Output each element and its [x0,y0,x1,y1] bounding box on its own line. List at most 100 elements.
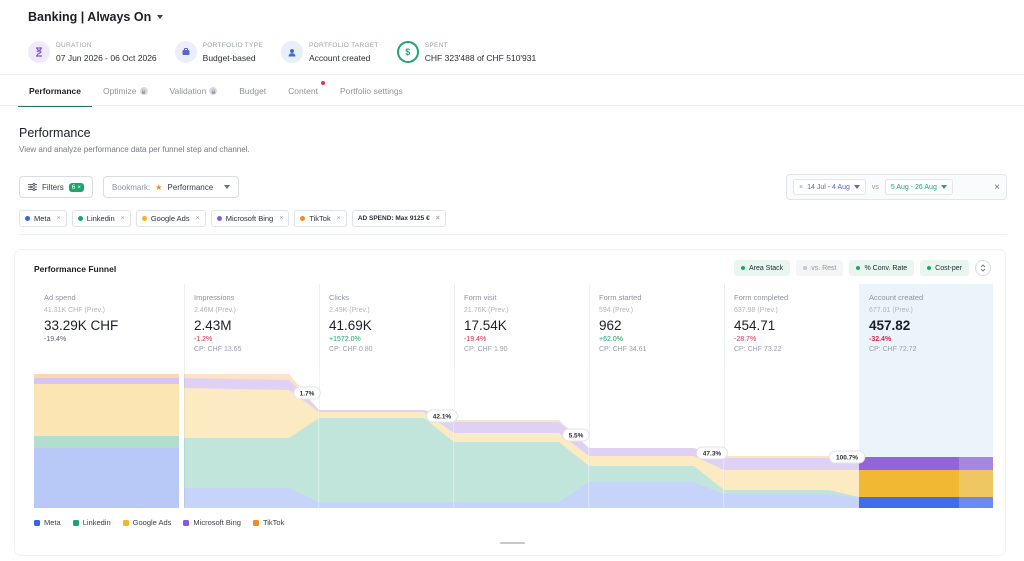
filters-count-badge: 6 × [68,182,85,192]
bookmark-label: Bookmark: [112,182,151,192]
close-icon[interactable]: × [994,181,1000,193]
toggle-vs-rest[interactable]: vs. Rest [796,260,844,276]
step-value: 2.43M [194,318,232,333]
toggle-dot [740,266,745,270]
meta-duration: Duration 07 Jun 2026 - 06 Oct 2026 [28,40,157,63]
remove-icon[interactable]: × [336,215,341,222]
column-divider [589,284,590,508]
toggle-cost-per[interactable]: Cost-per [920,260,969,276]
meta-label: Portfolio type [202,42,263,49]
section-subtitle: View and analyze performance data per fu… [19,145,250,154]
legend-swatch [72,519,79,526]
step-value: 41.69K [329,318,372,333]
lock-icon [139,87,148,95]
dollar-icon: $ [396,41,419,63]
step-delta: -19.4% [464,336,487,343]
chip-linkedin[interactable]: Linkedin × [71,210,131,227]
step-cost-per: CP: CHF 13.65 [194,346,242,353]
tab-performance[interactable]: Performance [18,76,92,107]
chip-label: Linkedin [86,214,115,223]
portfolio-selector[interactable]: Banking | Always On [28,10,164,24]
tab-content[interactable]: Content [277,76,329,106]
step-previous: 2.49K (Prev.) [329,307,370,314]
funnel-step-form-completed: Form completed 637.98 (Prev.) 454.71 -28.7%… [724,284,859,508]
step-previous: 2.46M (Prev.) [194,307,236,314]
vs-label: vs [871,183,879,191]
remove-icon[interactable]: × [435,215,440,222]
step-name: Form visit [464,293,497,302]
legend-item-meta[interactable]: Meta [34,518,61,527]
chip-ad-spend[interactable]: AD SPEND: Max 9125 € × [351,210,446,227]
meta-value: Budget-based [202,53,256,63]
portfolio-icon [174,41,197,63]
step-cost-per: CP: CHF 0.80 [329,346,373,353]
step-name: Form completed [734,293,789,302]
remove-icon[interactable]: × [279,215,284,222]
tab-label: Optimize [102,86,137,96]
bookmark-value: Performance [167,182,214,192]
scroll-handle[interactable] [500,542,525,544]
remove-icon[interactable]: × [120,215,125,222]
step-cost-per: CP: CHF 72.72 [869,346,917,353]
tab-optimize[interactable]: Optimize [92,76,159,106]
step-cost-per: CP: CHF 73.22 [734,346,782,353]
chip-meta[interactable]: Meta × [19,210,67,227]
step-delta: -32.4% [869,336,892,343]
legend-item-microsoft-bing[interactable]: Microsoft Bing [183,518,241,527]
chevron-down-icon [224,185,231,189]
meta-label: Spent [424,42,448,49]
chip-tiktok[interactable]: TikTok × [294,210,347,227]
primary-date-range[interactable]: × 14 Jul - 4 Aug [793,179,866,195]
legend-label: TikTok [262,518,285,527]
header: Banking | Always On Duration 07 Jun 2026 … [0,0,1024,75]
tab-validation[interactable]: Validation [159,76,229,106]
compare-date-range[interactable]: 5 Aug - 26 Aug [884,179,953,195]
tab-label: Content [288,86,318,96]
notification-dot [320,81,325,85]
legend-label: Meta [44,518,61,527]
tab-label: Portfolio settings [339,86,403,96]
lock-icon [209,87,218,95]
remove-icon[interactable]: × [56,215,61,222]
legend-swatch [183,519,190,526]
filters-button[interactable]: Filters 6 × [19,176,94,198]
step-name: Ad spend [44,293,76,302]
toggle-label: Cost-per [935,264,962,272]
meta-label: Portfolio target [308,42,379,49]
remove-icon[interactable]: × [195,215,200,222]
filters-count: 6 [71,183,76,191]
expand-button[interactable] [975,260,991,276]
compare-date-value: 5 Aug - 26 Aug [890,183,937,191]
legend-item-google-ads[interactable]: Google Ads [122,518,171,527]
step-value: 17.54K [464,318,507,333]
funnel-step-account-created: Account created 677.01 (Prev.) 457.82 -32.4… [859,284,993,508]
tab-budget[interactable]: Budget [228,76,277,106]
step-value: 454.71 [734,318,776,333]
meta-value: CHF 323'488 of CHF 510'931 [424,53,537,63]
toggle-label: % Conv. Rate [864,264,908,272]
step-name: Impressions [194,293,235,302]
primary-date-value: 14 Jul - 4 Aug [807,183,850,191]
star-icon: ★ [155,182,163,192]
chip-microsoft-bing[interactable]: Microsoft Bing × [210,210,290,227]
step-name: Clicks [329,293,349,302]
divider [19,234,1007,235]
legend-label: Microsoft Bing [193,518,241,527]
step-value: 457.82 [869,318,911,333]
clear-icon[interactable]: × [799,183,804,191]
bing-icon [216,216,222,221]
legend-swatch [34,519,40,526]
funnel-step-ad-spend: Ad spend 41.31K CHF (Prev.) 33.29K CHF -19.… [34,284,184,508]
legend-item-linkedin[interactable]: Linkedin [72,518,111,527]
date-range-selector: × 14 Jul - 4 Aug vs 5 Aug - 26 Aug × [786,174,1007,200]
chip-google-ads[interactable]: Google Ads × [135,210,206,227]
meta-portfolio-target: Portfolio target Account created [280,40,379,63]
legend-label: Linkedin [82,518,111,527]
tab-label: Performance [29,86,81,96]
legend-item-tiktok[interactable]: TikTok [252,518,285,527]
toggle-conv-rate[interactable]: % Conv. Rate [849,260,915,276]
toggle-dot [927,266,932,270]
tab-portfolio-settings[interactable]: Portfolio settings [329,76,414,106]
bookmark-dropdown[interactable]: Bookmark: ★ Performance [103,176,240,198]
toggle-area-stack[interactable]: Area Stack [733,260,791,276]
